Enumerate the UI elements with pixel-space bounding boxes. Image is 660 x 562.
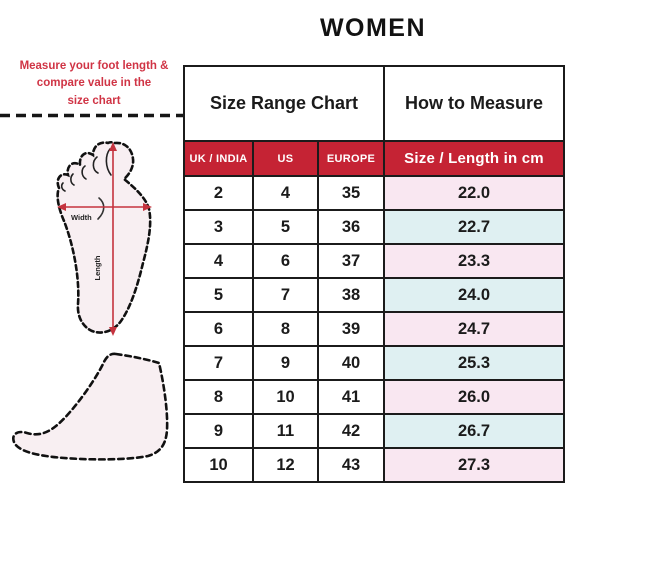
table-row: 3 5 36 22.7 <box>183 209 565 245</box>
width-label: Width <box>71 213 92 222</box>
table-row: 2 4 35 22.0 <box>183 175 565 211</box>
cm-cell: 23.3 <box>383 243 565 279</box>
us-cell: 4 <box>252 175 319 211</box>
how-to-measure-header: How to Measure <box>383 65 565 142</box>
europe-cell: 36 <box>317 209 385 245</box>
toe-curl-lines <box>60 148 112 192</box>
col-header-europe: EUROPE <box>317 140 385 177</box>
width-arrow <box>57 203 152 211</box>
cm-cell: 27.3 <box>383 447 565 483</box>
footprint-outline <box>56 141 152 334</box>
europe-cell: 38 <box>317 277 385 313</box>
table-row: 5 7 38 24.0 <box>183 277 565 313</box>
uk-india-cell: 3 <box>183 209 254 245</box>
us-cell: 10 <box>252 379 319 415</box>
cm-cell: 26.0 <box>383 379 565 415</box>
col-header-uk-india: UK / INDIA <box>183 140 254 177</box>
us-cell: 9 <box>252 345 319 381</box>
europe-cell: 40 <box>317 345 385 381</box>
table-row: 7 9 40 25.3 <box>183 345 565 381</box>
us-cell: 5 <box>252 209 319 245</box>
dashed-pointer-line <box>0 113 186 118</box>
uk-india-cell: 6 <box>183 311 254 347</box>
us-cell: 11 <box>252 413 319 449</box>
table-group-header-row: Size Range Chart How to Measure <box>183 65 565 142</box>
uk-india-cell: 9 <box>183 413 254 449</box>
uk-india-cell: 2 <box>183 175 254 211</box>
cm-cell: 25.3 <box>383 345 565 381</box>
europe-cell: 43 <box>317 447 385 483</box>
col-header-size-length-cm: Size / Length in cm <box>383 140 565 177</box>
foot-profile-outline <box>12 352 169 461</box>
uk-india-cell: 5 <box>183 277 254 313</box>
cm-cell: 24.7 <box>383 311 565 347</box>
europe-cell: 35 <box>317 175 385 211</box>
instruction-line: compare value in the <box>36 77 152 90</box>
europe-cell: 39 <box>317 311 385 347</box>
cm-cell: 24.0 <box>383 277 565 313</box>
table-row: 9 11 42 26.7 <box>183 413 565 449</box>
length-arrow <box>109 142 117 336</box>
cm-cell: 26.7 <box>383 413 565 449</box>
us-cell: 8 <box>252 311 319 347</box>
europe-cell: 37 <box>317 243 385 279</box>
foot-profile-diagram <box>12 352 169 461</box>
us-cell: 12 <box>252 447 319 483</box>
uk-india-cell: 8 <box>183 379 254 415</box>
col-header-us: US <box>252 140 319 177</box>
us-cell: 7 <box>252 277 319 313</box>
table-row: 4 6 37 23.3 <box>183 243 565 279</box>
size-chart-table: Size Range Chart How to Measure UK / IND… <box>183 65 565 483</box>
uk-india-cell: 7 <box>183 345 254 381</box>
instruction-line: Measure your foot length & <box>19 60 169 72</box>
length-label: Length <box>93 255 102 280</box>
page-title: WOMEN <box>319 14 427 42</box>
size-range-chart-header: Size Range Chart <box>183 65 385 142</box>
table-row: 8 10 41 26.0 <box>183 379 565 415</box>
instruction-line: size chart <box>67 94 121 107</box>
footprint-diagram: Width Length <box>56 141 152 336</box>
table-column-header-row: UK / INDIA US EUROPE Size / Length in cm <box>183 140 565 177</box>
table-row: 10 12 43 27.3 <box>183 447 565 483</box>
instruction-text: Measure your foot length & compare value… <box>0 58 188 110</box>
europe-cell: 41 <box>317 379 385 415</box>
cm-cell: 22.7 <box>383 209 565 245</box>
us-cell: 6 <box>252 243 319 279</box>
europe-cell: 42 <box>317 413 385 449</box>
uk-india-cell: 10 <box>183 447 254 483</box>
uk-india-cell: 4 <box>183 243 254 279</box>
table-row: 6 8 39 24.7 <box>183 311 565 347</box>
cm-cell: 22.0 <box>383 175 565 211</box>
